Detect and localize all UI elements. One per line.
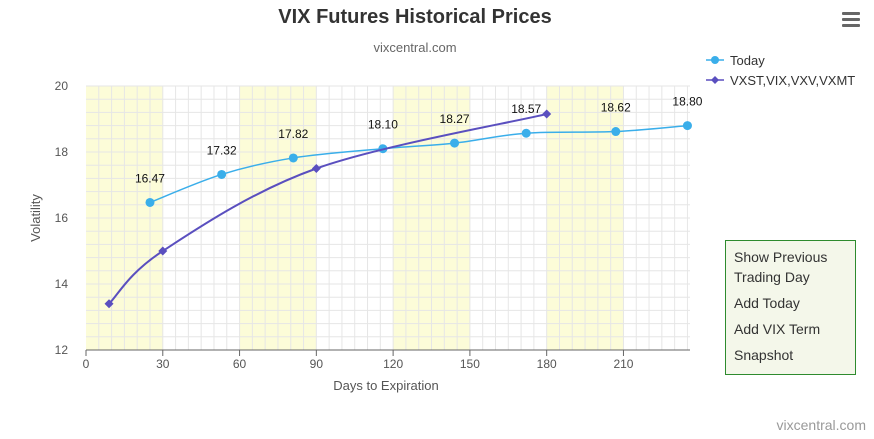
data-point-0-1 [217, 169, 227, 179]
legend: Today VXST,VIX,VXV,VXMT [706, 50, 855, 90]
legend-item-today[interactable]: Today [706, 50, 855, 70]
data-label-1: 17.32 [207, 143, 237, 157]
data-point-0-2 [288, 153, 298, 163]
y-axis-title: Volatility [28, 194, 43, 242]
legend-item-term[interactable]: VXST,VIX,VXV,VXMT [706, 70, 855, 90]
data-point-1-1 [158, 246, 168, 256]
data-label-6: 18.62 [601, 101, 631, 115]
y-tick-label: 14 [55, 277, 69, 291]
data-label-3: 18.10 [368, 118, 398, 132]
legend-label-today: Today [730, 52, 765, 68]
circle-marker-icon [706, 56, 724, 64]
x-tick-label: 30 [156, 357, 170, 371]
x-tick-label: 90 [310, 357, 324, 371]
data-point-0-4 [450, 138, 460, 148]
data-point-1-2 [311, 164, 321, 173]
data-label-7: 18.80 [672, 95, 702, 109]
add-today-button[interactable]: Add Today [734, 295, 800, 311]
y-tick-label: 18 [55, 145, 69, 159]
hamburger-menu-icon[interactable] [840, 9, 864, 31]
data-point-0-0 [145, 197, 155, 207]
x-axis-title: Days to Expiration [333, 378, 439, 393]
data-label-2: 17.82 [278, 127, 308, 141]
diamond-marker-icon [706, 76, 724, 84]
action-panel: Show Previous Trading Day Add Today Add … [725, 240, 856, 375]
data-point-0-6 [611, 127, 621, 137]
x-tick-label: 180 [537, 357, 557, 371]
data-label-0: 16.47 [135, 171, 165, 185]
x-tick-label: 210 [613, 357, 633, 371]
series-line-1 [108, 113, 547, 305]
data-point-0-7 [682, 121, 692, 131]
chart-title: VIX Futures Historical Prices [278, 6, 552, 28]
x-tick-label: 0 [83, 357, 90, 371]
series-line-0 [149, 124, 688, 204]
y-tick-label: 20 [55, 79, 69, 93]
x-tick-label: 60 [233, 357, 247, 371]
data-label-5: 18.57 [511, 102, 541, 116]
x-tick-label: 150 [460, 357, 480, 371]
legend-label-term: VXST,VIX,VXV,VXMT [730, 72, 856, 88]
data-point-0-5 [521, 128, 531, 138]
add-vix-term-button[interactable]: Add VIX Term [734, 321, 821, 337]
data-point-1-3 [542, 109, 552, 119]
data-point-1-0 [104, 299, 114, 309]
credit-link[interactable]: vixcentral.com [776, 417, 866, 433]
chart-subtitle: vixcentral.com [373, 40, 457, 55]
x-tick-label: 120 [383, 357, 403, 371]
show-previous-trading-day-button[interactable]: Show Previous Trading Day [734, 249, 828, 285]
data-label-4: 18.27 [440, 112, 470, 126]
y-tick-label: 16 [55, 211, 69, 225]
y-tick-label: 12 [55, 343, 69, 357]
snapshot-button[interactable]: Snapshot [734, 347, 794, 363]
